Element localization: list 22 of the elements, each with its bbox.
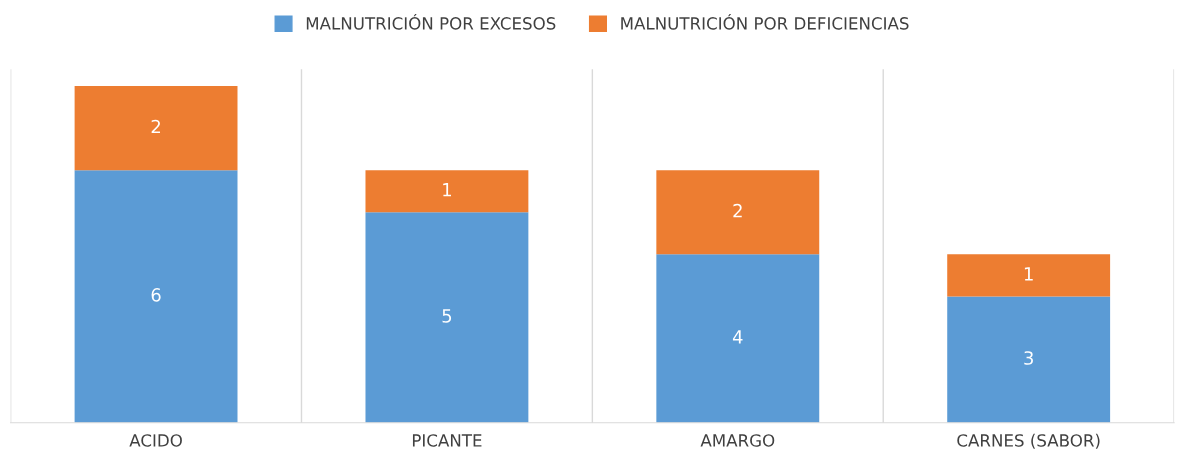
data-label: 1 [1024, 267, 1033, 281]
x-tick-label: AMARGO [700, 434, 775, 447]
legend-label: MALNUTRICIÓN POR EXCESOS [306, 14, 556, 30]
data-label: 2 [151, 119, 160, 134]
legend-label: MALNUTRICIÓN POR DEFICIENCIAS [621, 14, 909, 30]
bar [656, 170, 820, 255]
bar [365, 170, 529, 213]
x-tick-label: CARNES (SABOR) [957, 433, 1100, 449]
data-label: 1 [443, 183, 451, 197]
data-label: 6 [151, 288, 161, 302]
x-tick-label: ACIDO [129, 434, 182, 447]
bar [947, 254, 1111, 297]
bar [947, 296, 1111, 423]
data-label: 2 [733, 203, 742, 218]
bar [365, 212, 529, 423]
data-label: 5 [442, 309, 452, 323]
data-label: 4 [732, 330, 743, 344]
bar [74, 170, 238, 423]
data-label: 3 [1024, 351, 1033, 365]
bar [656, 254, 820, 423]
bar [74, 85, 238, 171]
x-tick-label: PICANTE [412, 434, 482, 447]
